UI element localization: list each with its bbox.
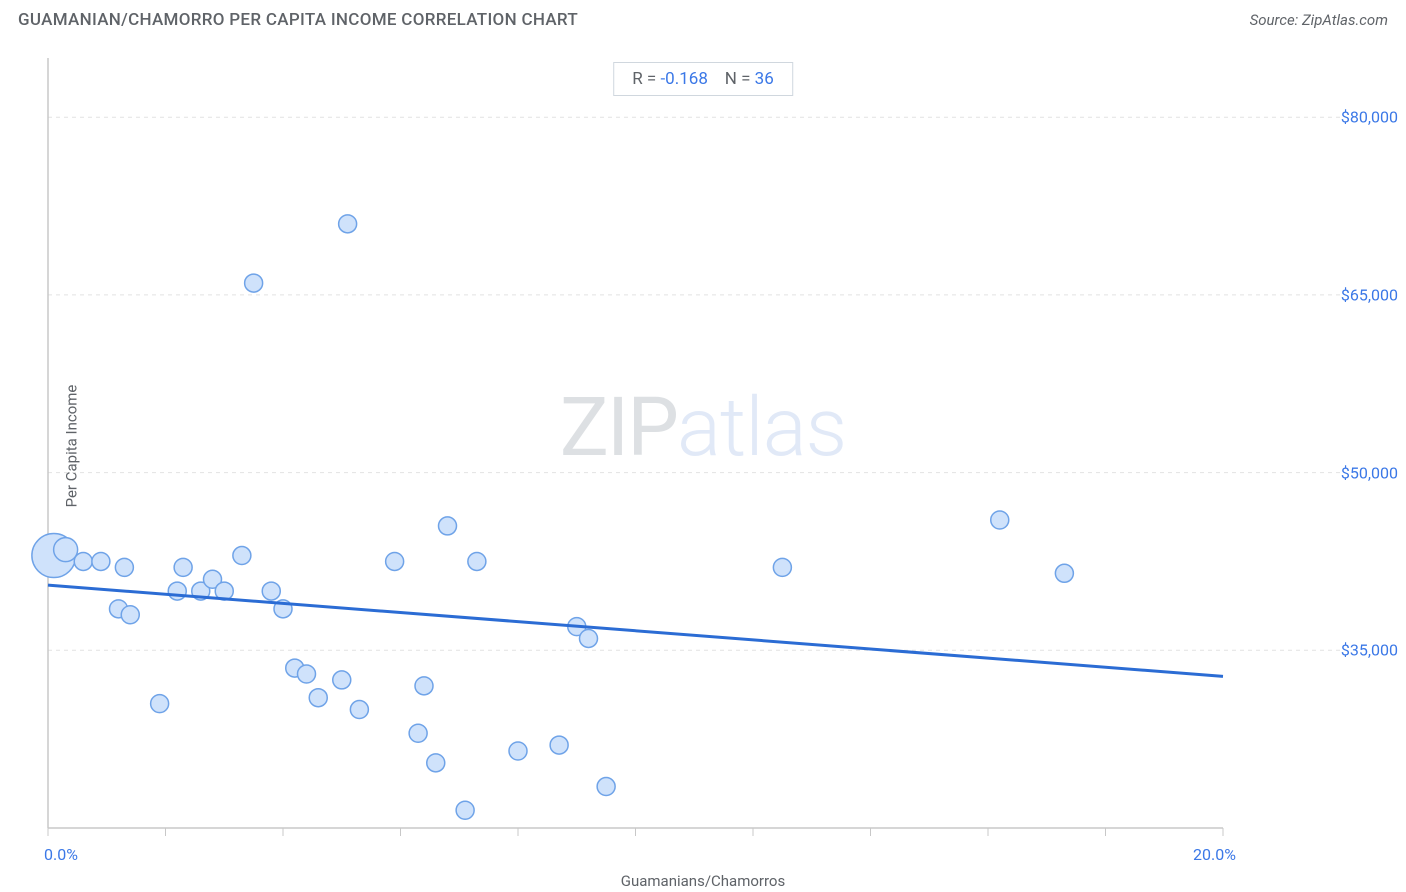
data-point — [151, 695, 169, 713]
data-point — [415, 677, 433, 695]
data-point — [427, 754, 445, 772]
data-point — [550, 736, 568, 754]
data-point — [991, 511, 1009, 529]
data-point — [121, 606, 139, 624]
data-point — [386, 552, 404, 570]
data-point — [509, 742, 527, 760]
data-point — [597, 778, 615, 796]
stats-box: R = -0.168 N = 36 — [613, 62, 793, 96]
data-point — [262, 582, 280, 600]
data-point — [339, 215, 357, 233]
data-point — [168, 582, 186, 600]
data-point — [54, 538, 78, 562]
trend-line — [48, 585, 1223, 676]
data-point — [309, 689, 327, 707]
r-label: R = — [632, 69, 656, 89]
data-point — [439, 517, 457, 535]
r-value: -0.168 — [660, 69, 707, 89]
data-point — [92, 552, 110, 570]
data-point — [580, 629, 598, 647]
x-min-label: 0.0% — [44, 845, 78, 864]
n-label: N = — [725, 69, 751, 89]
x-max-label: 20.0% — [1193, 845, 1236, 864]
y-tick-label: $50,000 — [1341, 463, 1398, 482]
n-value: 36 — [755, 69, 774, 89]
data-point — [468, 552, 486, 570]
data-point — [333, 671, 351, 689]
data-point — [456, 801, 474, 819]
data-point — [115, 558, 133, 576]
y-tick-label: $65,000 — [1341, 285, 1398, 304]
data-point — [298, 665, 316, 683]
data-point — [773, 558, 791, 576]
y-tick-label: $35,000 — [1341, 641, 1398, 660]
data-point — [409, 724, 427, 742]
data-point — [1055, 564, 1073, 582]
data-point — [74, 552, 92, 570]
y-tick-label: $80,000 — [1341, 108, 1398, 127]
data-point — [174, 558, 192, 576]
data-point — [233, 547, 251, 565]
data-point — [350, 701, 368, 719]
data-point — [245, 274, 263, 292]
x-axis-label: Guamanians/Chamorros — [621, 872, 785, 890]
